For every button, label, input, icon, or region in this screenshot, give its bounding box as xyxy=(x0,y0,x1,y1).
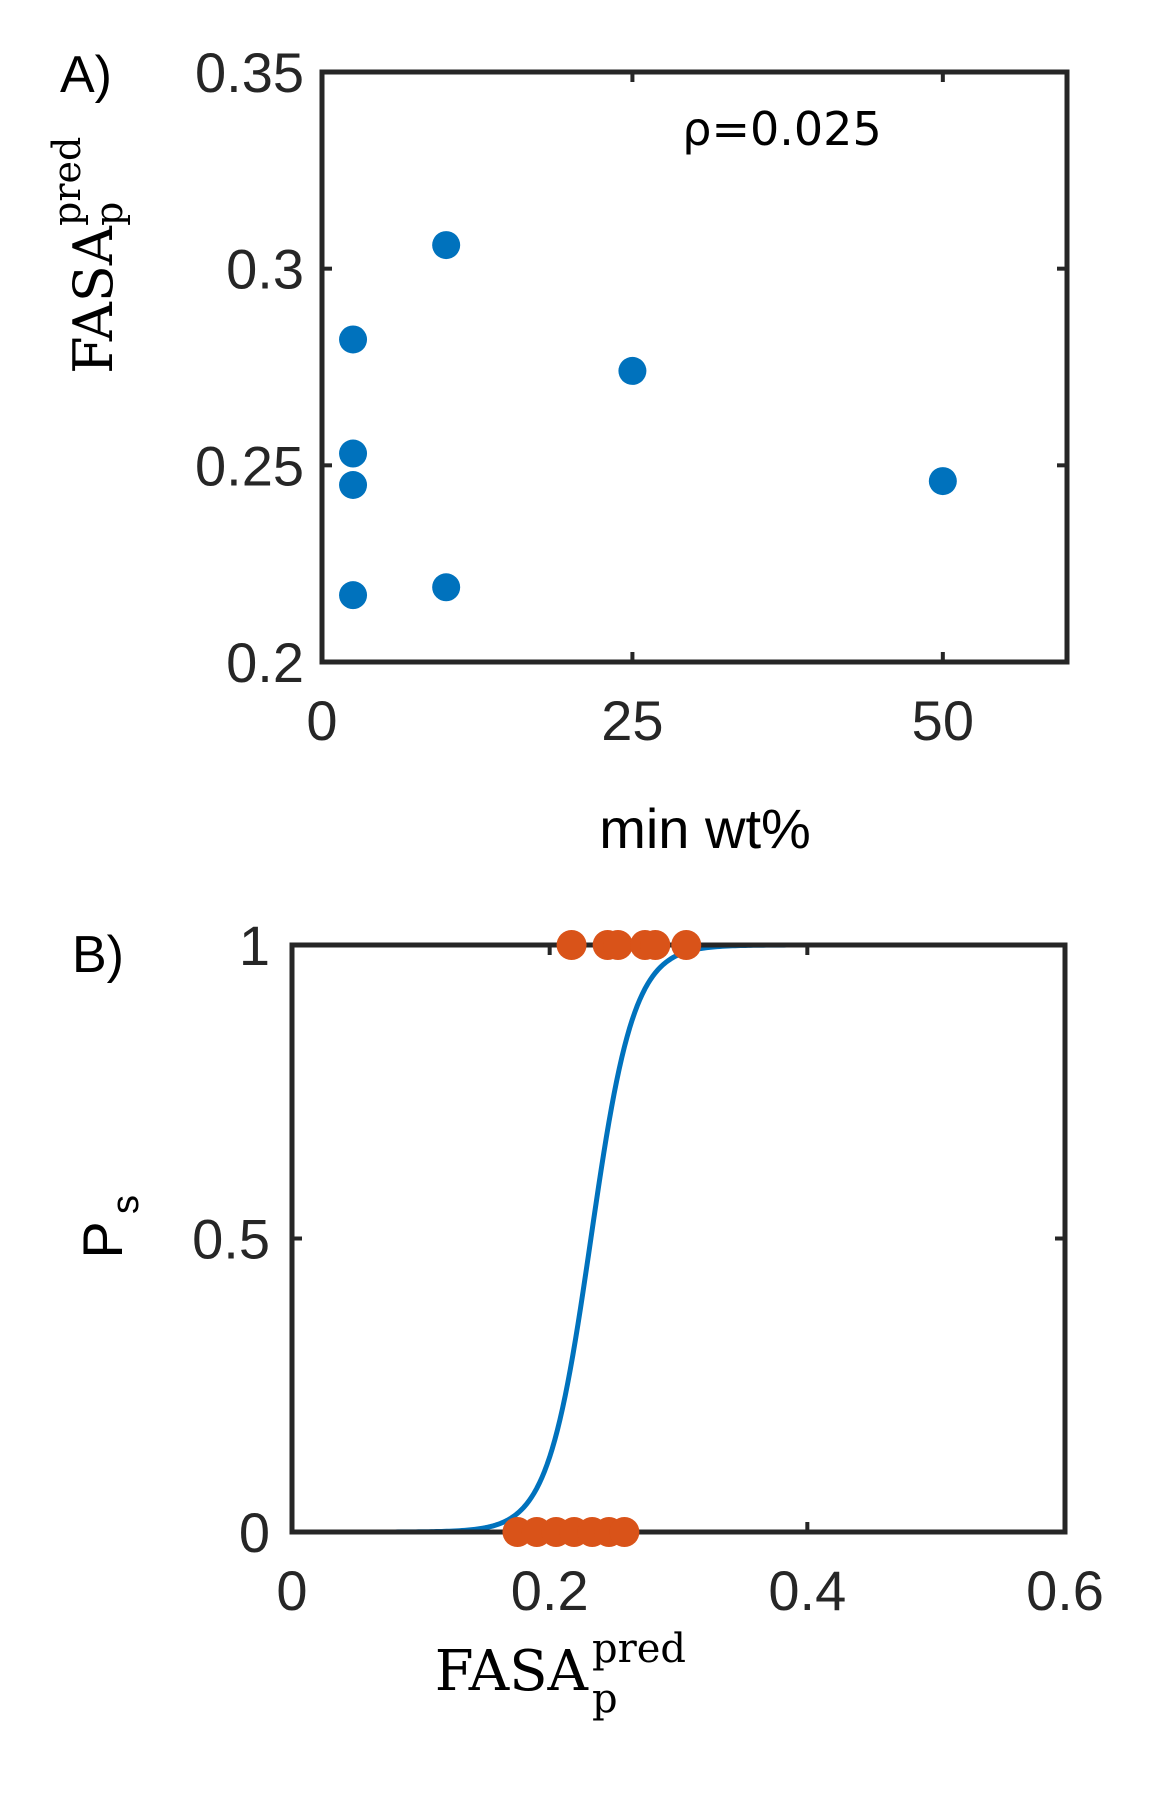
panel-b-y-tick-label: 0 xyxy=(239,1501,270,1564)
panel-b-y-label-base: P xyxy=(71,1221,134,1258)
panel-a-y-tick-label: 0.35 xyxy=(195,41,304,104)
panel-a-x-ticks: 0 25 50 xyxy=(306,72,974,752)
panel-b-y-ticks: 00.51 xyxy=(192,914,1065,1564)
panel-b-point-class-0 xyxy=(609,1517,640,1547)
panel-b-x-tick-label: 0.6 xyxy=(1026,1559,1104,1622)
panel-b-y-tick-label: 1 xyxy=(239,914,270,977)
panel-a-data-point xyxy=(432,573,461,602)
panel-a-points xyxy=(339,231,957,610)
panel-b-point-class-1 xyxy=(556,930,587,960)
panel-a-y-tick-label: 0.2 xyxy=(226,631,304,694)
panel-b: B) 00.51 0 0.2 0.4 0.6 FASA p pred P s xyxy=(71,914,1104,1722)
panel-a-y-label-base: FASA xyxy=(62,225,125,374)
panel-a-data-point xyxy=(339,471,368,499)
panel-a-y-label-sup: pred xyxy=(45,137,89,226)
panel-a-x-tick-label: 0 xyxy=(306,689,337,752)
panel-b-axes-box xyxy=(289,942,1068,1535)
panel-a-data-point xyxy=(432,231,461,260)
panel-a-data-point xyxy=(339,439,368,468)
panel-b-x-label-sup: pred xyxy=(592,1626,686,1672)
panel-a-y-ticks: 0.2 0.25 0.3 0.35 xyxy=(195,41,1067,694)
panel-b-y-label-sub: s xyxy=(105,1195,147,1214)
panel-b-logistic-curve xyxy=(292,942,1065,1535)
panel-b-point-class-1 xyxy=(602,930,633,960)
panel-b-x-tick-label: 0 xyxy=(276,1559,307,1622)
panel-a-x-tick-label: 50 xyxy=(912,689,974,752)
panel-b-x-label-sub: p xyxy=(592,1676,618,1722)
panel-a-data-point xyxy=(928,467,957,496)
panel-b-x-tick-label: 0.4 xyxy=(768,1559,846,1622)
panel-b-points xyxy=(502,930,702,1547)
panel-a: A) 0.20.250.30.35 0 25 50 ρ=0.025 min wt% … xyxy=(45,41,1070,860)
panel-b-point-class-1 xyxy=(640,930,671,960)
panel-b-x-ticks: 0 0.2 0.4 0.6 xyxy=(276,945,1104,1622)
panel-a-x-tick-label: 25 xyxy=(601,689,663,752)
panel-b-label: B) xyxy=(72,926,124,984)
panel-b-y-axis-label: P s xyxy=(71,1195,147,1259)
panel-b-x-axis-label: FASA p pred xyxy=(435,1626,686,1722)
panel-a-y-axis-label: FASA p pred xyxy=(45,137,131,374)
panel-b-y-tick-label: 0.5 xyxy=(192,1208,270,1271)
panel-b-x-tick-label: 0.2 xyxy=(511,1559,589,1622)
panel-a-axes-box xyxy=(319,69,1070,665)
panel-a-data-point xyxy=(339,325,368,354)
panel-a-correlation-annotation: ρ=0.025 xyxy=(682,102,881,156)
panel-a-label: A) xyxy=(60,46,112,104)
panel-a-x-axis-label: min wt% xyxy=(599,797,811,860)
panel-b-point-class-1 xyxy=(671,930,702,960)
panel-a-y-label-sub: p xyxy=(87,202,131,226)
panel-a-y-tick-label: 0.3 xyxy=(226,238,304,301)
panel-a-data-point xyxy=(618,356,647,385)
panel-b-x-label-base: FASA xyxy=(435,1639,589,1704)
svg-text:FASA: FASA xyxy=(62,225,125,374)
panel-a-data-point xyxy=(339,581,368,610)
panel-a-y-tick-label: 0.25 xyxy=(195,434,304,497)
